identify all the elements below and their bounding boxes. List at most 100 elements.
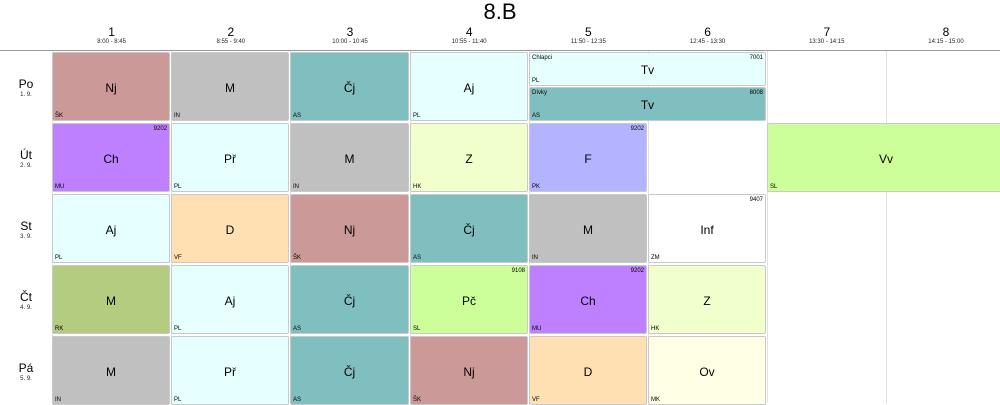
- day-date: 1. 9.: [20, 92, 32, 98]
- lesson-teacher: VF: [532, 397, 540, 403]
- lesson-cell-D[interactable]: D VF: [529, 336, 647, 405]
- lesson-cell-Z[interactable]: Z HK: [410, 123, 528, 192]
- lesson-subject: M: [583, 222, 593, 237]
- lesson-teacher: ŠK: [293, 255, 302, 261]
- day-label: Út 2. 9.: [0, 148, 52, 170]
- lesson-cell-Čj[interactable]: Čj AS: [290, 265, 409, 334]
- lesson-cell-Ch[interactable]: Ch MU 9202: [529, 265, 647, 334]
- period-number: 8: [942, 25, 950, 39]
- lesson-subject: Vv: [878, 151, 893, 166]
- lesson-cell-Aj[interactable]: Aj PL: [171, 265, 289, 334]
- period-number: 7: [823, 25, 831, 39]
- lesson-cell-Ch[interactable]: Ch MU 9202: [52, 123, 170, 192]
- lesson-subject: M: [344, 151, 355, 166]
- lesson-subject: Čj: [343, 293, 356, 308]
- lesson-cell-Inf[interactable]: Inf ZM 9407: [648, 194, 766, 263]
- period-number: 6: [704, 25, 711, 39]
- lesson-cell-Pč[interactable]: Pč SL 9108: [410, 265, 528, 334]
- lesson-teacher: MK: [651, 397, 660, 403]
- lesson-cell-F[interactable]: F PK 9202: [529, 123, 647, 192]
- lesson-cell-M[interactable]: M RK: [52, 265, 170, 334]
- period-time: 10:00 - 10:45: [332, 39, 368, 45]
- lesson-cell-Ov[interactable]: Ov MK: [648, 336, 766, 405]
- lesson-subject: Ov: [699, 364, 715, 379]
- lesson-room: 9202: [153, 126, 167, 132]
- lesson-subject: Z: [703, 293, 711, 308]
- day-name: Čt: [20, 290, 32, 304]
- class-title: 8.B: [483, 0, 517, 24]
- lesson-group: Dívky: [532, 90, 547, 96]
- lesson-cell-Tv[interactable]: Tv PL 7001 Chlapci: [529, 52, 766, 86]
- period-header: 5 11:50 - 12:35: [529, 26, 648, 48]
- lesson-subject: Tv: [640, 98, 655, 112]
- period-time: 12:45 - 13:30: [689, 39, 726, 45]
- lesson-teacher: PL: [413, 113, 421, 119]
- day-label: St 3. 9.: [0, 219, 52, 241]
- day-date: 4. 9.: [20, 305, 32, 311]
- lesson-teacher: IN: [174, 113, 180, 119]
- period-time: 11:50 - 12:35: [570, 39, 606, 45]
- lesson-cell-Vv[interactable]: Vv SL: [767, 123, 1000, 192]
- day-date: 2. 9.: [20, 163, 32, 169]
- day-label: Po 1. 9.: [0, 77, 52, 99]
- lesson-cell-Aj[interactable]: Aj PL: [52, 194, 170, 263]
- lesson-subject: Inf: [700, 222, 714, 237]
- lesson-cell-Čj[interactable]: Čj AS: [290, 336, 409, 405]
- day-name: St: [20, 219, 32, 233]
- lesson-subject: Aj: [463, 80, 475, 95]
- lesson-teacher: AS: [293, 397, 302, 403]
- lesson-subject: M: [106, 364, 116, 379]
- lesson-cell-Čj[interactable]: Čj AS: [290, 52, 409, 121]
- lesson-cell-Aj[interactable]: Aj PL: [410, 52, 528, 121]
- period-number: 5: [585, 25, 592, 39]
- lesson-cell-Př[interactable]: Př PL: [171, 123, 289, 192]
- lesson-teacher: PL: [55, 255, 63, 261]
- lesson-cell-Př[interactable]: Př PL: [171, 336, 289, 405]
- lesson-cell-Nj[interactable]: Nj ŠK: [52, 52, 170, 121]
- lesson-teacher: AS: [532, 113, 541, 119]
- period-time: 8:55 - 9:40: [216, 39, 246, 45]
- lesson-cell-M[interactable]: M IN: [52, 336, 170, 405]
- period-time: 8:00 - 8:45: [97, 39, 126, 45]
- day-date: 5. 9.: [20, 376, 32, 382]
- lesson-subject: Nj: [105, 80, 117, 95]
- lesson-cell-Nj[interactable]: Nj ŠK: [410, 336, 528, 405]
- lesson-cell-Nj[interactable]: Nj ŠK: [290, 194, 409, 263]
- day-name: Út: [20, 148, 32, 162]
- period-header: 8 14:15 - 15:00: [886, 26, 1000, 48]
- period-header: 7 13:30 - 14:15: [767, 26, 886, 48]
- lesson-room: 9202: [630, 126, 644, 132]
- lesson-subject: Z: [465, 151, 473, 166]
- lesson-room: 9108: [511, 268, 525, 274]
- lesson-group: Chlapci: [532, 55, 553, 61]
- day-date: 3. 9.: [20, 234, 32, 240]
- day-label: Čt 4. 9.: [0, 290, 52, 312]
- lesson-cell-M[interactable]: M IN: [171, 52, 289, 121]
- lesson-cell-D[interactable]: D VF: [171, 194, 289, 263]
- lesson-teacher: PL: [532, 78, 540, 84]
- lesson-subject: Nj: [463, 364, 475, 379]
- lesson-room: 8008: [749, 90, 763, 96]
- period-number: 4: [465, 25, 473, 39]
- day-name: Po: [18, 77, 34, 91]
- lesson-teacher: HK: [651, 326, 660, 332]
- lesson-cell-M[interactable]: M IN: [529, 194, 647, 263]
- lesson-cell-Z[interactable]: Z HK: [648, 265, 766, 334]
- period-time: 13:30 - 14:15: [809, 39, 845, 45]
- period-time: 14:15 - 15:00: [928, 39, 964, 45]
- lesson-subject: D: [583, 364, 593, 379]
- lesson-subject: F: [584, 151, 592, 166]
- lesson-cell-Tv[interactable]: Tv AS 8008 Dívky: [529, 87, 766, 121]
- period-header: 6 12:45 - 13:30: [648, 26, 767, 48]
- lesson-teacher: SL: [770, 184, 778, 190]
- lesson-teacher: AS: [293, 326, 302, 332]
- lesson-subject: Čj: [343, 80, 356, 95]
- lesson-teacher: PL: [174, 326, 182, 332]
- lesson-teacher: ŠK: [413, 397, 422, 403]
- lesson-teacher: PL: [174, 397, 182, 403]
- lesson-cell-M[interactable]: M IN: [290, 123, 409, 192]
- lesson-cell-Čj[interactable]: Čj AS: [410, 194, 528, 263]
- lesson-teacher: HK: [413, 184, 422, 190]
- period-number: 2: [227, 25, 235, 39]
- lesson-teacher: AS: [413, 255, 422, 261]
